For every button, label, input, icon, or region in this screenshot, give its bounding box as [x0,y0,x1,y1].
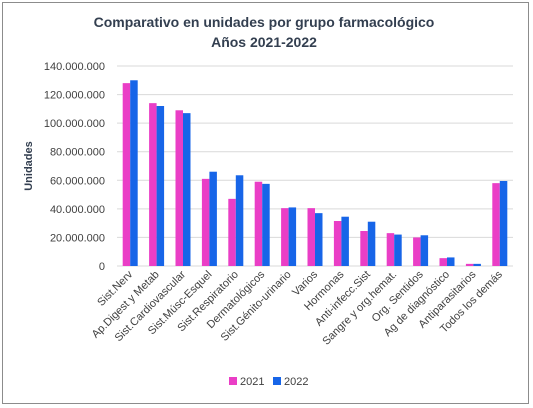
bar-2021 [333,221,342,266]
bar-2021 [386,233,395,266]
bar-2021 [122,83,131,267]
y-tick-label: 40.000.000 [50,204,105,216]
bar-2021 [201,178,210,266]
bar-2022 [262,183,270,266]
bar-2021 [149,103,157,267]
bar-2022 [447,257,455,266]
bar-2021 [360,231,368,266]
bar-2021 [254,181,263,266]
bar-2022 [499,181,508,266]
bar-2022 [473,263,481,266]
bar-2022 [209,171,217,266]
y-tick-label: 60.000.000 [50,175,105,187]
y-tick-label: 120.000.000 [44,90,105,102]
bar-2022 [183,113,191,267]
y-tick-label: 100.000.000 [44,118,105,130]
bar-2021 [307,208,315,266]
y-tick-label: 140.000.000 [44,61,105,73]
bar-2021 [492,183,500,266]
bar-2021 [281,208,289,266]
legend-swatch-2022 [273,377,281,385]
bar-2021 [465,263,474,266]
bar-2022 [130,80,138,267]
legend-label-2022: 2022 [284,376,308,388]
chart-title: Comparativo en unidades por grupo farmac… [94,14,435,30]
bar-2021 [228,198,236,266]
bar-2022 [156,106,165,266]
chart-subtitle: Años 2021-2022 [211,34,317,50]
bar-2021 [413,237,421,266]
bar-2022 [235,175,244,266]
y-tick-label: 80.000.000 [50,147,105,159]
bar-2022 [315,213,323,266]
legend-swatch-2021 [229,377,237,385]
legend: 2021 2022 [229,376,308,388]
y-axis-title: Unidades [23,141,35,191]
y-tick-label: 20.000.000 [50,232,105,244]
bar-2021 [439,258,447,266]
legend-label-2021: 2021 [240,376,264,388]
bar-2022 [367,221,376,266]
y-tick-labels: 0 20.000.000 40.000.000 60.000.000 80.000.00… [44,61,105,273]
bar-2022 [394,234,402,266]
bar-2022 [420,235,429,266]
bar-2022 [341,216,349,266]
bar-2021 [175,110,183,267]
y-tick-label: 0 [99,261,105,273]
bars [122,80,508,267]
bar-2022 [288,207,297,266]
